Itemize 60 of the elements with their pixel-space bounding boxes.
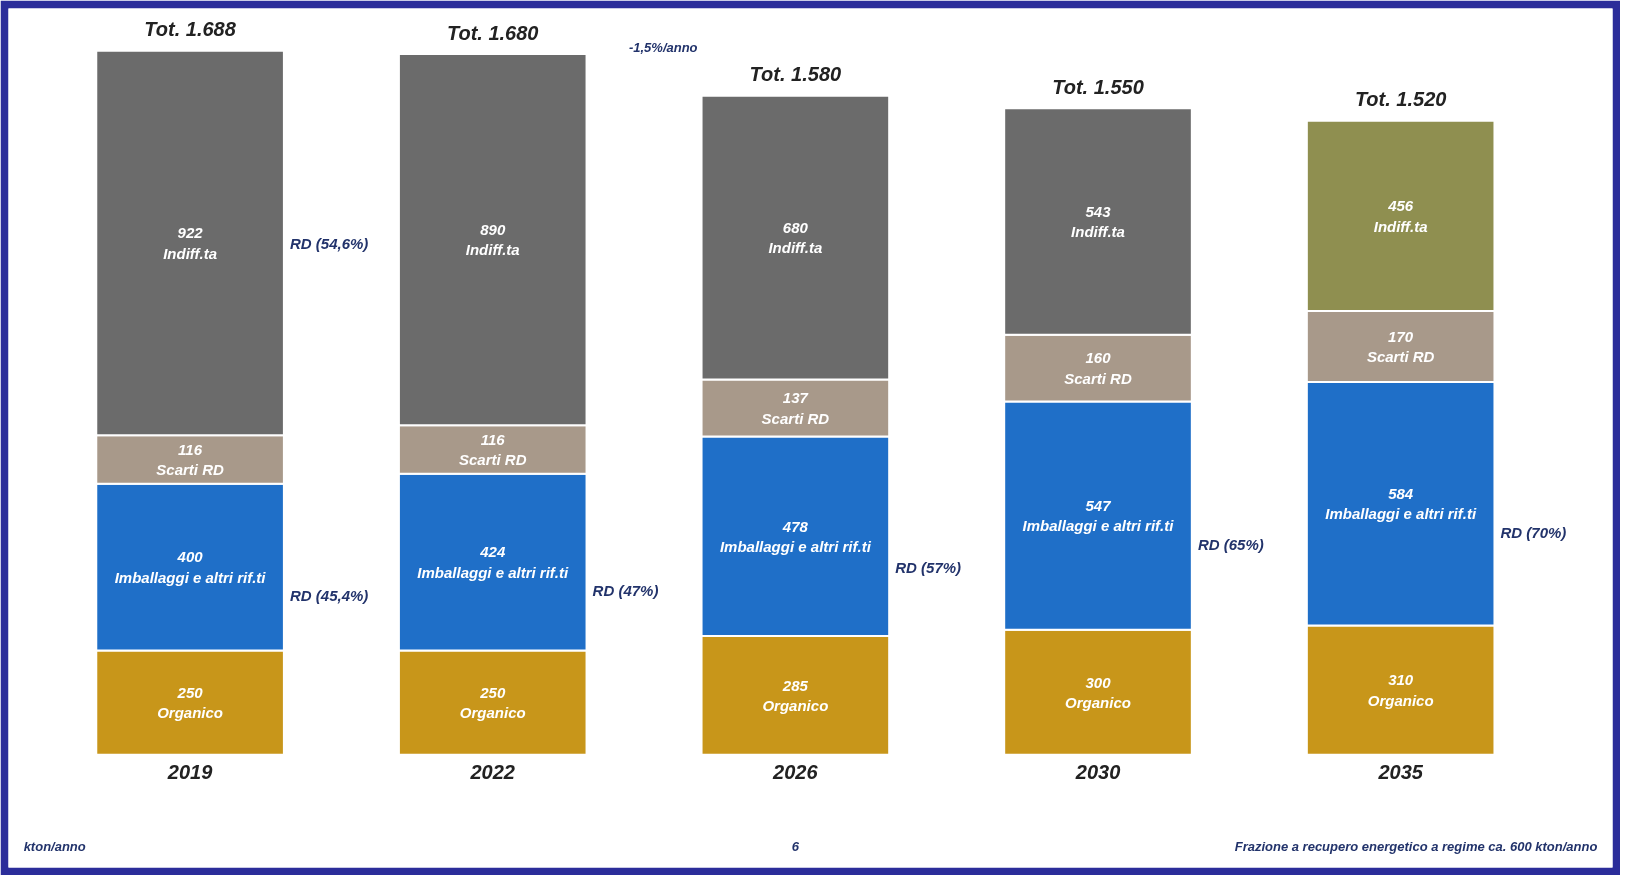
data-label: 137	[782, 389, 809, 407]
data-label: 424	[479, 543, 506, 561]
text: Indiff.ta	[1373, 217, 1428, 235]
data-label: 250	[176, 684, 204, 701]
data-label: 116	[480, 430, 506, 448]
text: Imballaggi e altri rif.ti	[719, 537, 871, 555]
text: Indiff.ta	[163, 244, 218, 262]
x-tick-label: 2030	[1074, 761, 1121, 784]
text: Organico	[1065, 693, 1131, 711]
x-tick-label: 2022	[469, 761, 515, 784]
data-label: 456	[1387, 197, 1414, 215]
text: Organico	[1367, 691, 1434, 709]
annotation: RD (70%)	[1500, 524, 1567, 542]
x-tick-label: 2026	[772, 761, 819, 784]
annotation: -1,5%/anno	[628, 39, 698, 55]
text: Scarti RD	[1366, 348, 1435, 366]
text: Organico	[762, 697, 829, 715]
text: Imballaggi e altri rif.ti	[417, 563, 569, 581]
text: Scarti RD	[761, 409, 830, 427]
annotation: RD (45,4%)	[289, 586, 369, 604]
text: Indiff.ta	[465, 241, 520, 259]
total-label: Tot. 1.550	[1052, 75, 1144, 98]
text: Frazione a recupero energetico a regime ca. 600 kton/anno	[1234, 838, 1598, 854]
data-label: 584	[1388, 485, 1414, 503]
text: Imballaggi e altri rif.ti	[1325, 505, 1477, 523]
data-label: 300	[1085, 673, 1112, 691]
annotation: RD (65%)	[1197, 536, 1264, 554]
annotation: RD (57%)	[895, 558, 962, 576]
text: Imballaggi e altri rif.ti	[1022, 517, 1174, 535]
series-label: Imballaggi e altri rif.ti	[114, 568, 267, 586]
data-label: 170	[1388, 327, 1414, 345]
data-label: 478	[781, 517, 809, 535]
data-label: 922	[177, 224, 204, 242]
data-label: 310	[1388, 671, 1414, 689]
data-label: 160	[1085, 349, 1112, 367]
series-label: Organico	[157, 704, 224, 722]
total-label: Tot. 1.520	[1354, 88, 1447, 111]
series-label: Scarti RD	[156, 461, 225, 479]
annotation: RD (47%)	[592, 581, 659, 599]
text: kton/anno	[23, 838, 86, 854]
data-label: 680	[782, 218, 809, 236]
text: Organico	[459, 704, 526, 722]
total-label: Tot. 1.688	[144, 18, 237, 41]
data-label: 547	[1085, 496, 1112, 514]
data-label: 250	[479, 684, 506, 701]
text: 6	[791, 838, 800, 854]
text: Scarti RD	[1064, 369, 1132, 387]
data-label: 890	[480, 221, 506, 238]
annotation: RD (54,6%)	[289, 234, 369, 252]
text: Indiff.ta	[768, 239, 823, 257]
data-label: 543	[1085, 202, 1112, 220]
total-label: Tot. 1.680	[446, 21, 539, 44]
text: Scarti RD	[458, 451, 527, 469]
x-tick-label: 2035	[1377, 761, 1424, 784]
series-label: Indiff.ta	[1071, 223, 1125, 241]
x-tick-label: 2019	[166, 761, 214, 784]
data-label: 116	[178, 440, 203, 458]
data-label: 400	[176, 548, 204, 566]
data-label: 285	[781, 676, 809, 694]
total-label: Tot. 1.580	[749, 63, 842, 86]
